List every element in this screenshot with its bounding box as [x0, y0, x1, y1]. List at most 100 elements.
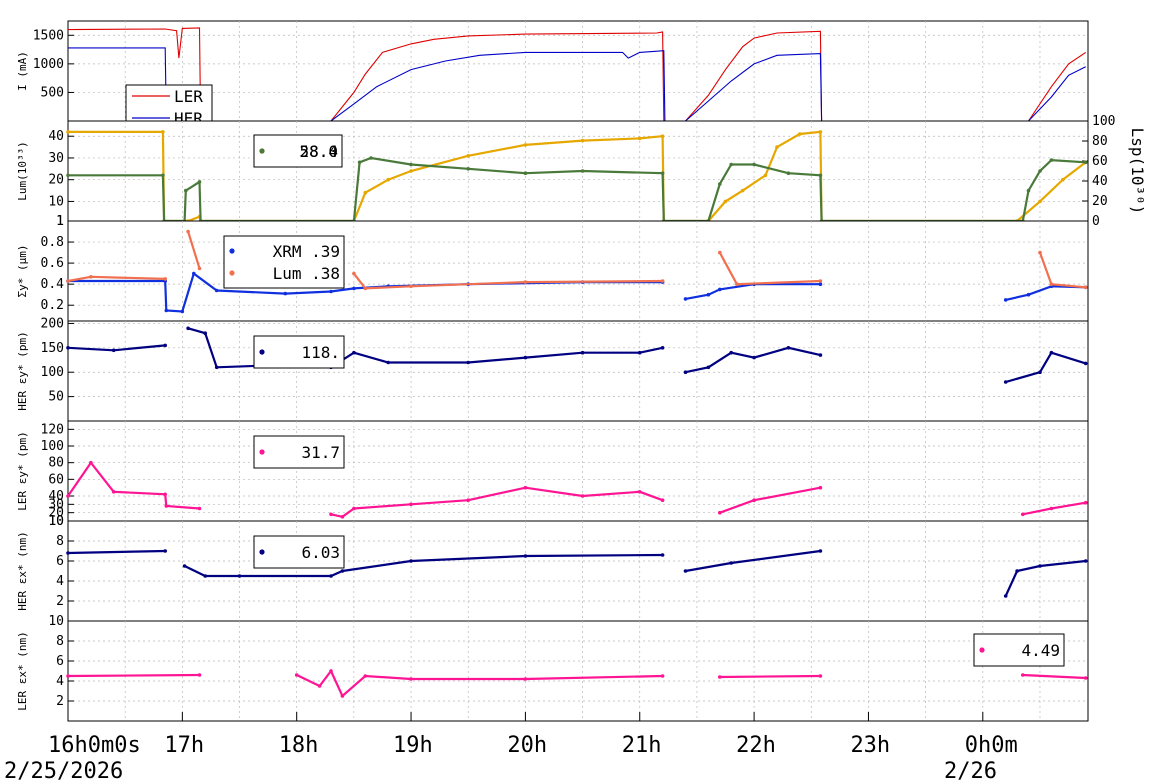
- data-point: [66, 494, 70, 498]
- data-point: [352, 506, 356, 511]
- data-point: [409, 677, 413, 681]
- data-point: [352, 350, 356, 355]
- y-tick-label: 1000: [33, 57, 64, 72]
- y-tick-label: 1: [56, 214, 64, 229]
- legend-box: [223, 235, 345, 289]
- data-point: [660, 279, 665, 283]
- data-point: [197, 266, 202, 271]
- data-point: [409, 502, 413, 507]
- panel-frame: [67, 320, 1089, 422]
- data-point: [363, 286, 368, 291]
- legend-box: [253, 335, 345, 369]
- data-point: [1049, 158, 1054, 162]
- y-tick-label: 8: [56, 534, 64, 549]
- data-point: [203, 574, 207, 578]
- data-point: [369, 156, 373, 160]
- data-point: [818, 282, 823, 287]
- data-point: [818, 485, 823, 490]
- data-point: [1003, 380, 1008, 384]
- y2-tick-label: 40: [1092, 174, 1108, 189]
- data-point: [723, 199, 728, 204]
- data-point: [523, 485, 528, 490]
- y-tick-label: 2: [56, 694, 64, 709]
- data-point: [363, 674, 368, 678]
- data-point: [523, 355, 528, 360]
- y-tick-label: 8: [56, 634, 64, 649]
- data-point: [203, 331, 207, 336]
- legend-label: 28.4: [299, 142, 338, 161]
- data-point: [1083, 160, 1088, 165]
- data-point: [197, 506, 202, 511]
- data-point: [580, 494, 585, 498]
- data-point: [523, 280, 528, 284]
- data-point: [818, 130, 823, 134]
- legend-marker: [229, 248, 235, 254]
- panel-frame: [67, 220, 1089, 322]
- data-point: [163, 492, 167, 497]
- data-point: [352, 271, 356, 276]
- data-point: [466, 167, 471, 171]
- y-tick-label: 0.8: [41, 235, 64, 250]
- data-point: [729, 561, 733, 565]
- y-tick-label: 100: [41, 365, 64, 380]
- data-point: [180, 309, 185, 314]
- data-point: [214, 288, 219, 293]
- data-point: [161, 130, 165, 134]
- y-tick-label: 10: [48, 514, 64, 529]
- data-point: [1083, 361, 1088, 366]
- y-axis-label: LER εy* (pm): [16, 431, 29, 510]
- data-point: [184, 188, 188, 193]
- legend-label: 6.03: [301, 543, 340, 562]
- data-point: [111, 348, 116, 353]
- y2-tick-label: 20: [1092, 194, 1108, 209]
- legend-label: 58.0: [299, 142, 338, 161]
- y-tick-label: 0.6: [41, 256, 64, 271]
- data-point: [729, 350, 733, 355]
- data-point: [637, 136, 642, 141]
- data-point: [363, 190, 368, 195]
- y-tick-label: 2: [56, 594, 64, 609]
- data-point: [660, 674, 665, 678]
- data-point: [718, 675, 722, 679]
- data-point: [329, 289, 333, 294]
- data-point: [818, 279, 823, 283]
- data-point: [786, 171, 791, 175]
- data-point: [182, 564, 187, 568]
- data-point: [683, 370, 688, 375]
- y-tick-label: 100: [41, 439, 64, 454]
- panel-sigma: 0.2 0.4 0.6 0.8 1 Σy* (μm) XRM .39 Lum .38: [16, 214, 1089, 322]
- legend-marker: [259, 549, 265, 555]
- legend-marker: [259, 148, 265, 154]
- y-tick-label: 4: [56, 674, 64, 689]
- y-axis-label: HER εy* (pm): [16, 331, 29, 410]
- data-point: [329, 669, 333, 673]
- y2-tick-label: 80: [1092, 134, 1108, 149]
- legend-box: [973, 633, 1065, 667]
- data-point: [1003, 298, 1008, 302]
- data-point: [409, 169, 413, 173]
- data-point: [66, 346, 70, 350]
- panel-frame: [67, 620, 1089, 722]
- data-point: [89, 460, 93, 465]
- data-point: [683, 569, 688, 573]
- data-point: [718, 250, 722, 255]
- legend: 118.: [253, 335, 345, 369]
- data-point: [729, 162, 733, 167]
- x-tick-label: 18h: [279, 733, 319, 758]
- data-point: [752, 498, 756, 503]
- legend: 58.028.4: [253, 134, 343, 168]
- data-point: [192, 271, 196, 276]
- series-her: [68, 47, 1086, 122]
- data-point: [752, 162, 756, 167]
- data-point: [1049, 350, 1054, 355]
- y-tick-label: 200: [41, 316, 64, 331]
- data-point: [740, 188, 745, 193]
- legend-label: 118.: [301, 343, 340, 362]
- data-point: [294, 673, 299, 677]
- y-tick-label: 6: [56, 554, 64, 569]
- data-point: [386, 360, 391, 365]
- panel-frame: [67, 420, 1089, 522]
